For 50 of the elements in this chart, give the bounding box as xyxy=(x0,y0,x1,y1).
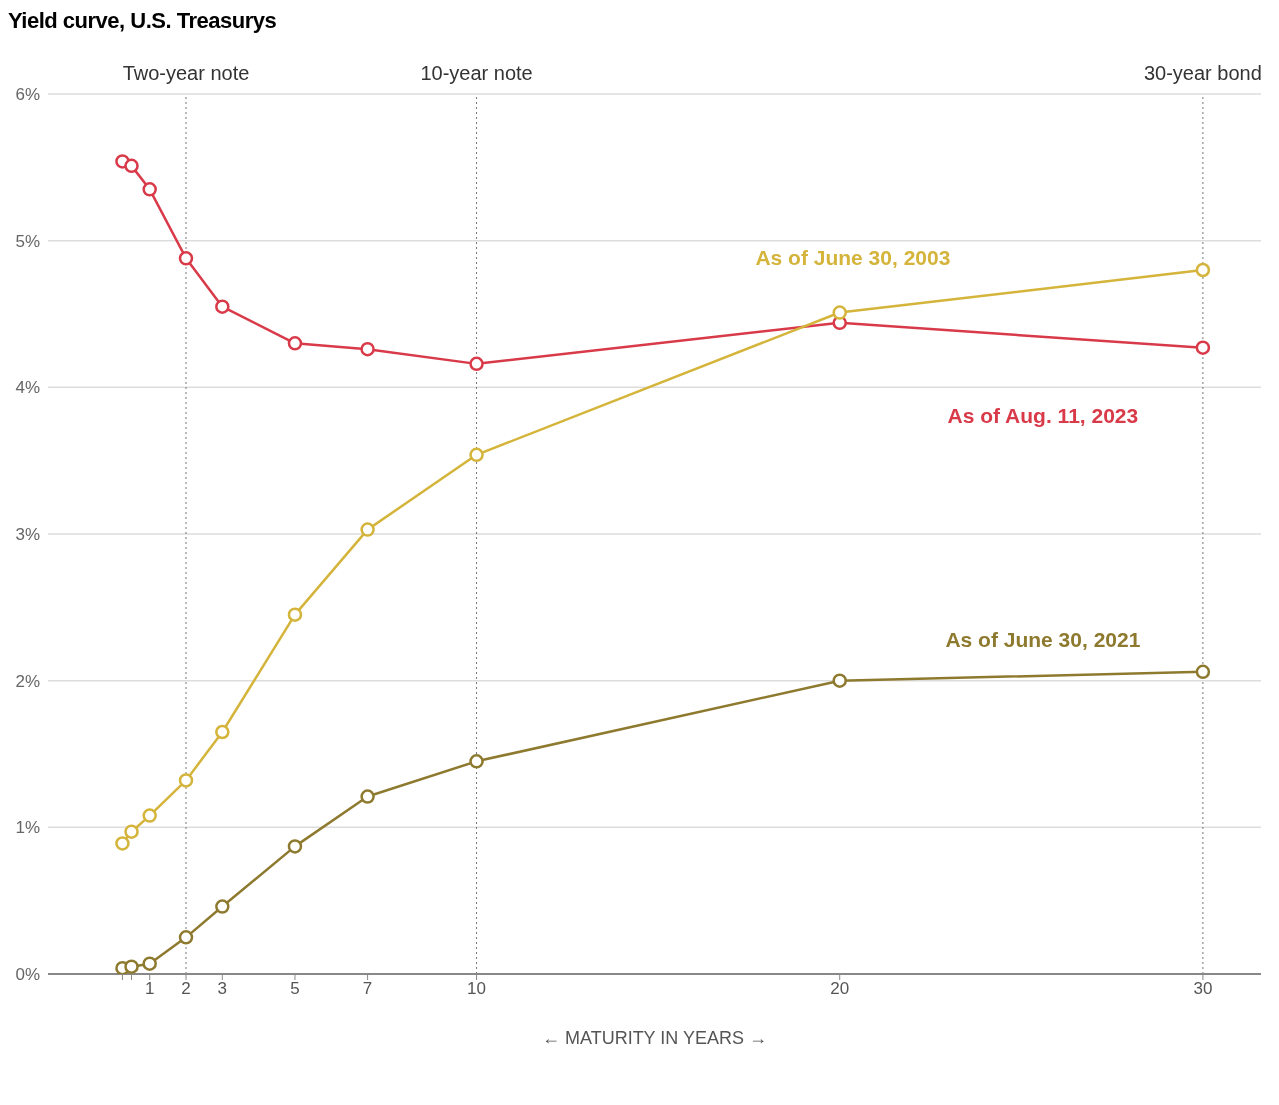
y-tick-label: 1% xyxy=(15,818,40,838)
point xyxy=(142,956,157,971)
point xyxy=(287,336,303,351)
point xyxy=(115,836,130,851)
point xyxy=(178,773,194,788)
y-tick-label: 5% xyxy=(15,231,40,251)
y-tick-label: 3% xyxy=(15,525,40,545)
y-tick-label: 6% xyxy=(15,85,40,105)
x-tick-label: 20 xyxy=(830,979,850,999)
point xyxy=(287,607,303,622)
point xyxy=(215,724,230,740)
x-tick-label: 3 xyxy=(217,979,228,999)
x-tick-label: 1 xyxy=(144,979,155,999)
point xyxy=(360,522,375,537)
point xyxy=(1195,262,1211,278)
x-tick-label: 30 xyxy=(1193,979,1213,999)
x-tick-label: 2 xyxy=(181,979,191,999)
x-tick-label: 7 xyxy=(362,979,373,999)
ref-line-label: 30-year bond xyxy=(1143,62,1262,84)
y-tick-label: 4% xyxy=(15,378,40,398)
point xyxy=(142,182,157,197)
point xyxy=(360,789,375,804)
point xyxy=(178,930,194,945)
series-label: As of June 30, 2021 xyxy=(945,627,1141,651)
point xyxy=(469,356,484,372)
point xyxy=(360,341,375,357)
series-label: As of June 30, 2003 xyxy=(755,246,951,269)
point xyxy=(1195,664,1211,680)
ref-line-label: Two-year note xyxy=(122,62,250,84)
point xyxy=(469,447,484,463)
point xyxy=(832,305,847,320)
point xyxy=(832,673,847,688)
ref-line-label: 10-year note xyxy=(420,62,533,84)
point xyxy=(1195,340,1211,355)
y-tick-label: 2% xyxy=(15,671,40,691)
x-axis-title: ← MATURITY IN YEARS → xyxy=(541,1028,768,1048)
x-tick-label: 10 xyxy=(467,979,487,999)
point xyxy=(124,959,139,974)
x-tick-label: 5 xyxy=(290,979,300,999)
chart-title: Yield curve, U.S. Treasurys xyxy=(8,8,278,34)
point xyxy=(215,899,230,914)
text: As of Aug. 11, 2023 xyxy=(947,403,1139,427)
point xyxy=(287,839,303,854)
point xyxy=(142,808,157,823)
point xyxy=(469,754,484,769)
y-tick-label: 0% xyxy=(15,965,40,985)
point xyxy=(178,251,194,266)
point xyxy=(124,824,139,839)
point xyxy=(124,158,139,174)
point xyxy=(215,299,230,314)
